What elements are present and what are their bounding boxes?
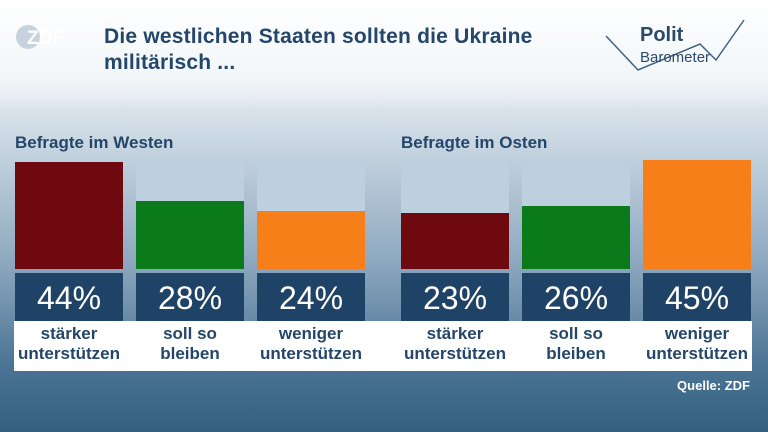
value-label-west-staerker: 44% <box>15 273 123 321</box>
bar-west-weniger <box>257 210 365 269</box>
group-label-east: Befragte im Osten <box>401 133 548 152</box>
bar-slot-west-staerker <box>15 160 123 269</box>
politbarometer-line-icon <box>605 19 745 71</box>
group-label-west: Befragte im Westen <box>15 133 174 152</box>
bar-west-staerker <box>15 162 123 269</box>
category-label-east-so-bleiben: soll so bleiben <box>546 324 606 363</box>
category-label-west-so-bleiben: soll so bleiben <box>160 324 220 363</box>
politbarometer-logo: Polit Barometer <box>604 14 754 74</box>
category-label-west-staerker: stärker unterstützen <box>18 324 120 363</box>
value-label-west-weniger: 24% <box>257 273 365 321</box>
bar-slot-east-weniger <box>643 160 751 269</box>
value-label-east-staerker: 23% <box>401 273 509 321</box>
category-label-band <box>14 321 752 371</box>
bar-slot-west-weniger <box>257 160 365 269</box>
bar-slot-east-so-bleiben <box>522 160 630 269</box>
page-title: Die westlichen Staaten sollten die Ukrai… <box>104 25 533 74</box>
zdf-logo-text: ZDF <box>27 28 64 49</box>
value-label-west-so-bleiben: 28% <box>136 273 244 321</box>
politbarometer-polit: Polit <box>640 24 684 46</box>
value-label-east-so-bleiben: 26% <box>522 273 630 321</box>
zdf-logo: ZDF <box>16 25 64 49</box>
bar-west-so-bleiben <box>136 201 244 269</box>
category-label-east-staerker: stärker unterstützen <box>404 324 506 363</box>
value-label-east-weniger: 45% <box>643 273 751 321</box>
bar-east-weniger <box>643 160 751 269</box>
politbarometer-barometer: Barometer <box>640 49 711 66</box>
bar-slot-east-staerker <box>401 160 509 269</box>
category-label-east-weniger: weniger unterstützen <box>646 324 748 363</box>
bar-slot-west-so-bleiben <box>136 160 244 269</box>
bar-east-staerker <box>401 213 509 269</box>
bar-east-so-bleiben <box>522 206 630 269</box>
header-band <box>0 0 768 110</box>
category-label-west-weniger: weniger unterstützen <box>260 324 362 363</box>
source-note: Quelle: ZDF <box>677 378 750 393</box>
